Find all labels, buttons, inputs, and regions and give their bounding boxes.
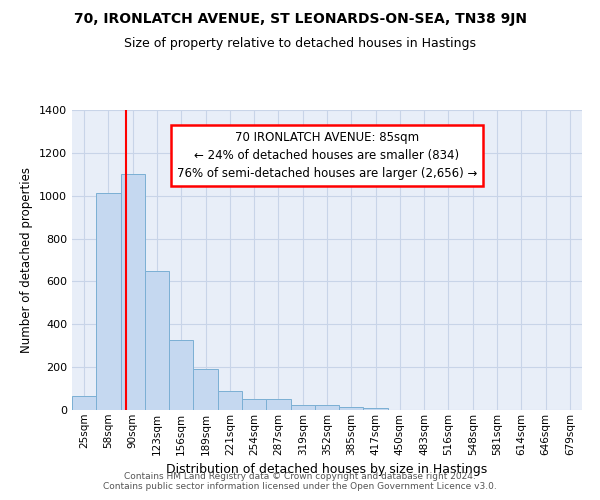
Bar (169, 340, 193, 410)
Bar (315, 404, 339, 410)
Bar (242, 400, 266, 410)
Bar (218, 390, 242, 410)
Text: 70, IRONLATCH AVENUE, ST LEONARDS-ON-SEA, TN38 9JN: 70, IRONLATCH AVENUE, ST LEONARDS-ON-SEA… (74, 12, 527, 26)
Bar (290, 404, 315, 410)
Bar (339, 407, 364, 410)
Y-axis label: Number of detached properties: Number of detached properties (20, 167, 34, 353)
Text: 70 IRONLATCH AVENUE: 85sqm
← 24% of detached houses are smaller (834)
76% of sem: 70 IRONLATCH AVENUE: 85sqm ← 24% of deta… (177, 131, 477, 180)
Bar (193, 370, 218, 410)
Bar (96, 192, 121, 410)
Text: Contains HM Land Registry data © Crown copyright and database right 2024.: Contains HM Land Registry data © Crown c… (124, 472, 476, 481)
Bar (145, 270, 169, 410)
Text: Size of property relative to detached houses in Hastings: Size of property relative to detached ho… (124, 38, 476, 51)
Bar (266, 400, 290, 410)
Bar (364, 408, 388, 410)
Bar (121, 174, 145, 410)
X-axis label: Distribution of detached houses by size in Hastings: Distribution of detached houses by size … (166, 463, 488, 476)
Text: Contains public sector information licensed under the Open Government Licence v3: Contains public sector information licen… (103, 482, 497, 491)
Bar (72, 396, 96, 410)
